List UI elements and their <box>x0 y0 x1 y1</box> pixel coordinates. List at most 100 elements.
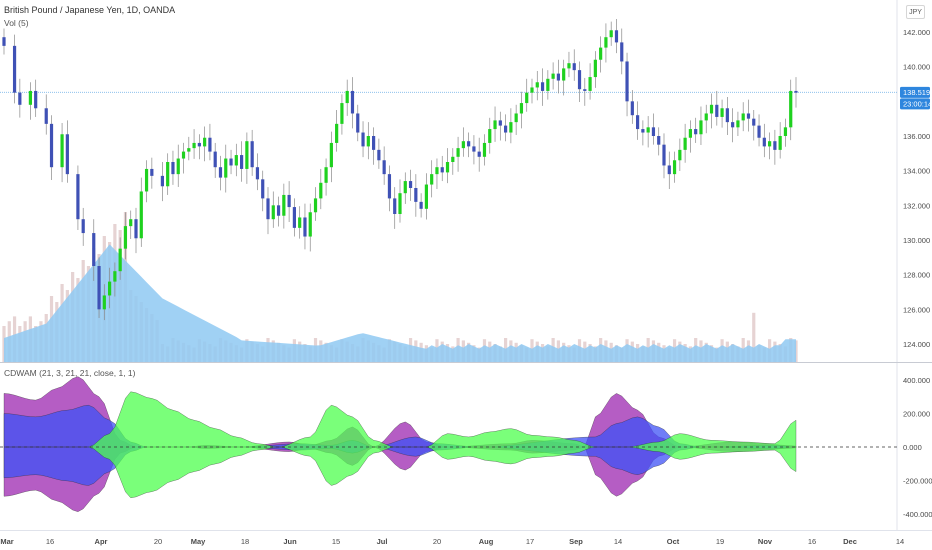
candle[interactable] <box>456 136 460 172</box>
candle[interactable] <box>704 104 708 134</box>
candle[interactable] <box>556 59 560 94</box>
candle[interactable] <box>789 79 793 141</box>
candle[interactable] <box>350 77 355 129</box>
candle[interactable] <box>445 148 450 184</box>
candle[interactable] <box>646 116 650 148</box>
candle[interactable] <box>709 93 714 129</box>
candle[interactable] <box>81 207 85 246</box>
candle[interactable] <box>614 19 619 54</box>
candle[interactable] <box>118 237 122 280</box>
candle[interactable] <box>65 120 69 183</box>
candle[interactable] <box>129 210 133 239</box>
candle[interactable] <box>662 133 666 179</box>
candle[interactable] <box>303 203 307 250</box>
time-axis[interactable]: Mar 16 Apr 20 May 18 Jun 15 Jul 20 Aug 17 Sep 14 Oct 19… <box>0 537 904 546</box>
candle[interactable] <box>34 79 38 117</box>
candle[interactable] <box>261 170 265 212</box>
candle[interactable] <box>377 138 381 169</box>
candle[interactable] <box>292 198 296 237</box>
candle[interactable] <box>683 123 687 163</box>
candle[interactable] <box>372 127 376 165</box>
candle[interactable] <box>366 122 370 160</box>
candle[interactable] <box>451 148 455 175</box>
candle[interactable] <box>92 219 96 281</box>
candle[interactable] <box>308 203 312 252</box>
candle[interactable] <box>472 135 476 165</box>
candle[interactable] <box>435 158 439 190</box>
candle[interactable] <box>2 28 6 55</box>
candle[interactable] <box>398 179 402 223</box>
candle[interactable] <box>599 36 603 73</box>
candle[interactable] <box>794 77 798 108</box>
candle[interactable] <box>519 91 524 129</box>
candle[interactable] <box>382 146 386 185</box>
candle[interactable] <box>181 142 186 174</box>
candle[interactable] <box>144 160 149 203</box>
candle[interactable] <box>577 61 582 103</box>
candle[interactable] <box>778 122 782 159</box>
candle[interactable] <box>113 262 117 297</box>
candle[interactable] <box>773 129 777 165</box>
candle[interactable] <box>762 123 766 158</box>
candle[interactable] <box>319 168 323 210</box>
candle[interactable] <box>741 102 745 132</box>
candle[interactable] <box>28 82 32 120</box>
candle[interactable] <box>440 155 444 182</box>
candle[interactable] <box>567 51 571 78</box>
candle[interactable] <box>245 132 249 184</box>
candle[interactable] <box>588 63 592 100</box>
candle[interactable] <box>699 106 703 146</box>
candle[interactable] <box>76 165 80 230</box>
candle[interactable] <box>49 115 54 181</box>
candle[interactable] <box>604 23 608 63</box>
candle[interactable] <box>725 97 729 135</box>
candle[interactable] <box>60 123 64 183</box>
candle[interactable] <box>630 90 634 124</box>
candle[interactable] <box>287 181 291 222</box>
oscillator-axis[interactable]: 400.000 200.000 0.000 -200.000 -400.000 <box>903 376 932 519</box>
candle[interactable] <box>203 126 207 162</box>
candle[interactable] <box>620 28 624 75</box>
candle[interactable] <box>583 77 587 106</box>
candle[interactable] <box>255 153 260 191</box>
candle[interactable] <box>234 143 238 177</box>
candle[interactable] <box>240 141 244 182</box>
candle[interactable] <box>139 177 143 247</box>
candle[interactable] <box>424 173 428 220</box>
candle[interactable] <box>757 114 761 147</box>
candle[interactable] <box>197 134 201 160</box>
candle[interactable] <box>356 104 360 142</box>
symbol-title[interactable]: British Pound / Japanese Yen, 1D, OANDA <box>4 5 175 15</box>
candle[interactable] <box>150 157 154 189</box>
candle[interactable] <box>282 183 286 229</box>
price-axis[interactable]: 142.000140.000138.000136.000134.000132.0… <box>903 28 930 349</box>
candle[interactable] <box>535 71 539 101</box>
candle[interactable] <box>430 160 434 198</box>
candle[interactable] <box>419 193 423 218</box>
candlestick-series[interactable] <box>2 19 798 321</box>
candle[interactable] <box>504 114 508 142</box>
candle[interactable] <box>525 78 529 112</box>
candle[interactable] <box>335 110 339 152</box>
candle[interactable] <box>461 127 465 157</box>
candle[interactable] <box>324 158 328 196</box>
candle[interactable] <box>176 144 180 187</box>
candle[interactable] <box>340 94 344 135</box>
candle[interactable] <box>688 120 692 153</box>
candle[interactable] <box>509 108 513 144</box>
candle[interactable] <box>108 267 112 309</box>
candle[interactable] <box>651 113 656 145</box>
candle[interactable] <box>467 132 471 158</box>
cdwam-oscillator[interactable] <box>3 376 797 512</box>
candle[interactable] <box>18 78 22 118</box>
candle[interactable] <box>403 172 407 204</box>
candle[interactable] <box>160 162 164 202</box>
candle[interactable] <box>562 59 566 96</box>
candle[interactable] <box>715 90 719 126</box>
candle[interactable] <box>783 118 788 147</box>
candle[interactable] <box>414 174 418 217</box>
candle[interactable] <box>678 138 682 172</box>
candle[interactable] <box>329 131 333 183</box>
candle[interactable] <box>768 132 772 160</box>
